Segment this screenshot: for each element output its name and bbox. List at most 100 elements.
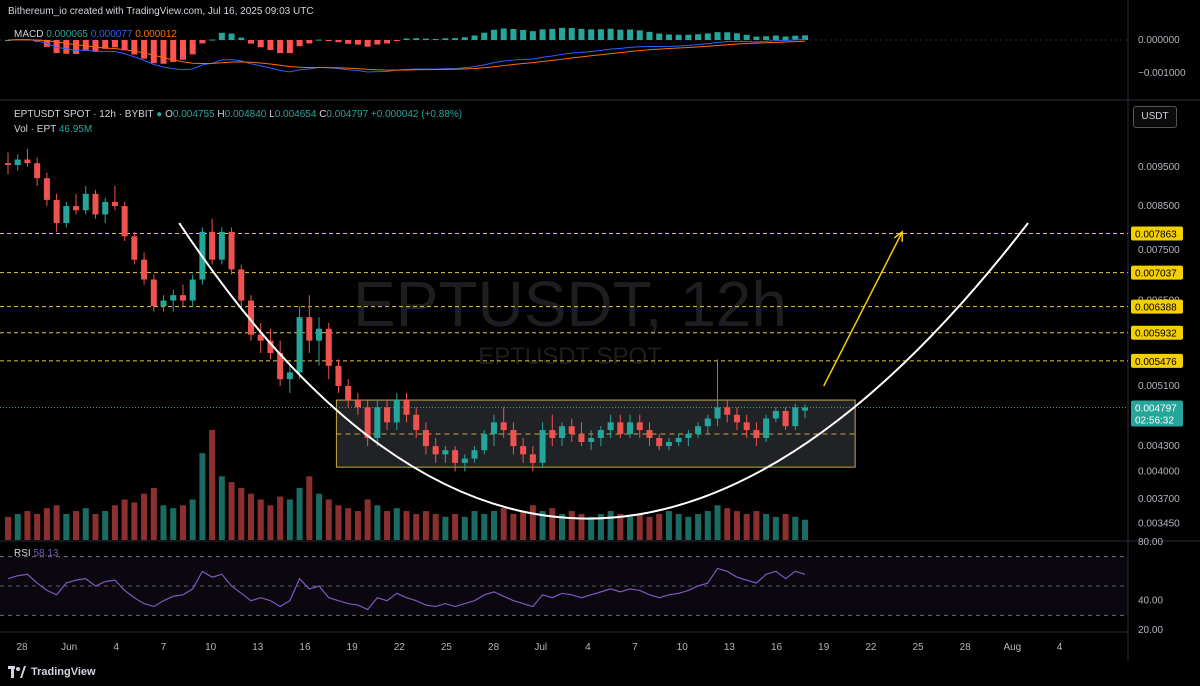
candle-body — [452, 450, 459, 463]
close-label: C — [319, 109, 327, 120]
candle-body — [422, 430, 429, 447]
currency-button[interactable]: USDT — [1133, 106, 1177, 128]
price-axis[interactable]: 0.0095000.0085000.0075000.0065000.005100… — [1131, 162, 1183, 530]
candle-body — [724, 407, 731, 415]
time-tick-label: 22 — [865, 642, 877, 653]
resistance-levels — [0, 232, 1128, 409]
watermark-symbol: EPTUSDT, 12h — [353, 268, 787, 340]
volume-bar — [578, 513, 585, 540]
candle-body — [753, 430, 760, 438]
volume-bar — [111, 505, 118, 540]
macd-label: MACD — [14, 29, 44, 40]
volume-bar — [675, 513, 682, 540]
volume-bar — [53, 505, 60, 540]
candle-body — [82, 193, 89, 211]
macd-histogram-bar — [597, 29, 604, 40]
rsi-pane: 80.00 40.00 20.00 — [0, 537, 1163, 636]
volume-bar — [743, 513, 750, 540]
volume-bar — [393, 508, 400, 540]
volume-bar — [160, 505, 167, 540]
time-tick-label: 4 — [114, 642, 120, 653]
candle-body — [121, 206, 128, 237]
candle-body — [34, 163, 41, 179]
price-tick-label: 0.003450 — [1138, 519, 1180, 530]
macd-histogram-bar — [588, 29, 595, 40]
candle-body — [471, 450, 478, 459]
volume-bar — [179, 505, 186, 540]
volume-bar — [704, 511, 711, 540]
macd-histogram-bar — [675, 34, 682, 40]
macd-histogram-bar — [384, 40, 391, 44]
candle-body — [141, 259, 148, 280]
volume-bar — [627, 516, 634, 540]
candle-body — [675, 437, 682, 442]
level-label: 0.007037 — [1135, 269, 1177, 280]
candle-body — [413, 414, 420, 431]
candle-body — [179, 295, 186, 301]
volume-bar — [209, 430, 216, 540]
close-value: 0.004797 — [326, 109, 369, 120]
candle-body — [597, 430, 604, 438]
macd-histogram-bar — [218, 32, 225, 40]
time-axis[interactable]: 28 Jun 4 7 10 13 16 19 22 25 28 Jul 4 7 10 13 16 19 22 25 28… — [16, 642, 1062, 653]
macd-histogram-bar — [267, 40, 274, 50]
macd-histogram-bar — [617, 29, 624, 40]
macd-histogram-bar — [102, 40, 109, 49]
volume-bar — [471, 511, 478, 540]
macd-histogram-bar — [578, 28, 585, 40]
macd-histogram-bar — [568, 27, 575, 40]
volume-bar — [141, 493, 148, 540]
candle-body — [656, 437, 663, 447]
volume-bar — [607, 511, 614, 540]
volume-bar — [588, 516, 595, 540]
candle-body — [461, 458, 468, 463]
macd-histogram-bar — [500, 28, 507, 40]
volume-bar — [267, 505, 274, 540]
level-label-box — [1131, 226, 1183, 241]
macd-histogram-bar — [111, 40, 118, 48]
macd-histogram-bar — [189, 40, 196, 55]
macd-histogram-bar — [403, 38, 410, 40]
candle-body — [442, 450, 449, 455]
macd-histogram-bar — [549, 28, 556, 40]
volume-bar — [4, 516, 12, 540]
macd-histogram-bar — [636, 30, 643, 40]
macd-histogram-bar — [510, 28, 517, 40]
consolidation-range-box — [335, 399, 856, 468]
macd-histogram-bar — [141, 40, 148, 59]
symbol-title[interactable]: EPTUSDT SPOT · 12h · BYBIT — [14, 109, 154, 120]
time-tick-label: 4 — [1057, 642, 1063, 653]
candle-body — [267, 340, 274, 354]
candle-body — [617, 422, 624, 434]
candle-body — [247, 300, 255, 335]
macd-histogram-bar — [627, 29, 634, 40]
time-tick-label: 22 — [394, 642, 406, 653]
rsi-line — [7, 567, 806, 611]
volume-bar — [636, 513, 643, 540]
volume-bar — [345, 508, 352, 540]
volume-bar — [442, 516, 449, 540]
volume-bar — [73, 511, 80, 540]
rsi-axis-label: 20.00 — [1138, 625, 1163, 636]
candle-body — [665, 441, 672, 447]
volume-bar — [772, 516, 779, 540]
candle-body — [286, 372, 293, 380]
macd-histogram-bar — [753, 36, 760, 40]
macd-histogram-bar — [695, 34, 702, 40]
candle-body — [403, 400, 410, 415]
projection-arrow-head — [893, 230, 904, 242]
candle-body — [111, 201, 118, 207]
volume-bar — [510, 513, 517, 540]
candle-body — [432, 446, 439, 455]
time-tick-label: 13 — [724, 642, 736, 653]
volume-bar — [247, 493, 255, 540]
volume-bar — [34, 513, 41, 540]
level-label-box — [1131, 299, 1183, 314]
level-label-box — [1131, 325, 1183, 340]
macd-histogram-bar — [364, 40, 371, 47]
volume-bar — [218, 476, 225, 540]
candle-body — [316, 328, 323, 341]
candle-body — [743, 422, 750, 431]
candle-body — [24, 159, 31, 164]
